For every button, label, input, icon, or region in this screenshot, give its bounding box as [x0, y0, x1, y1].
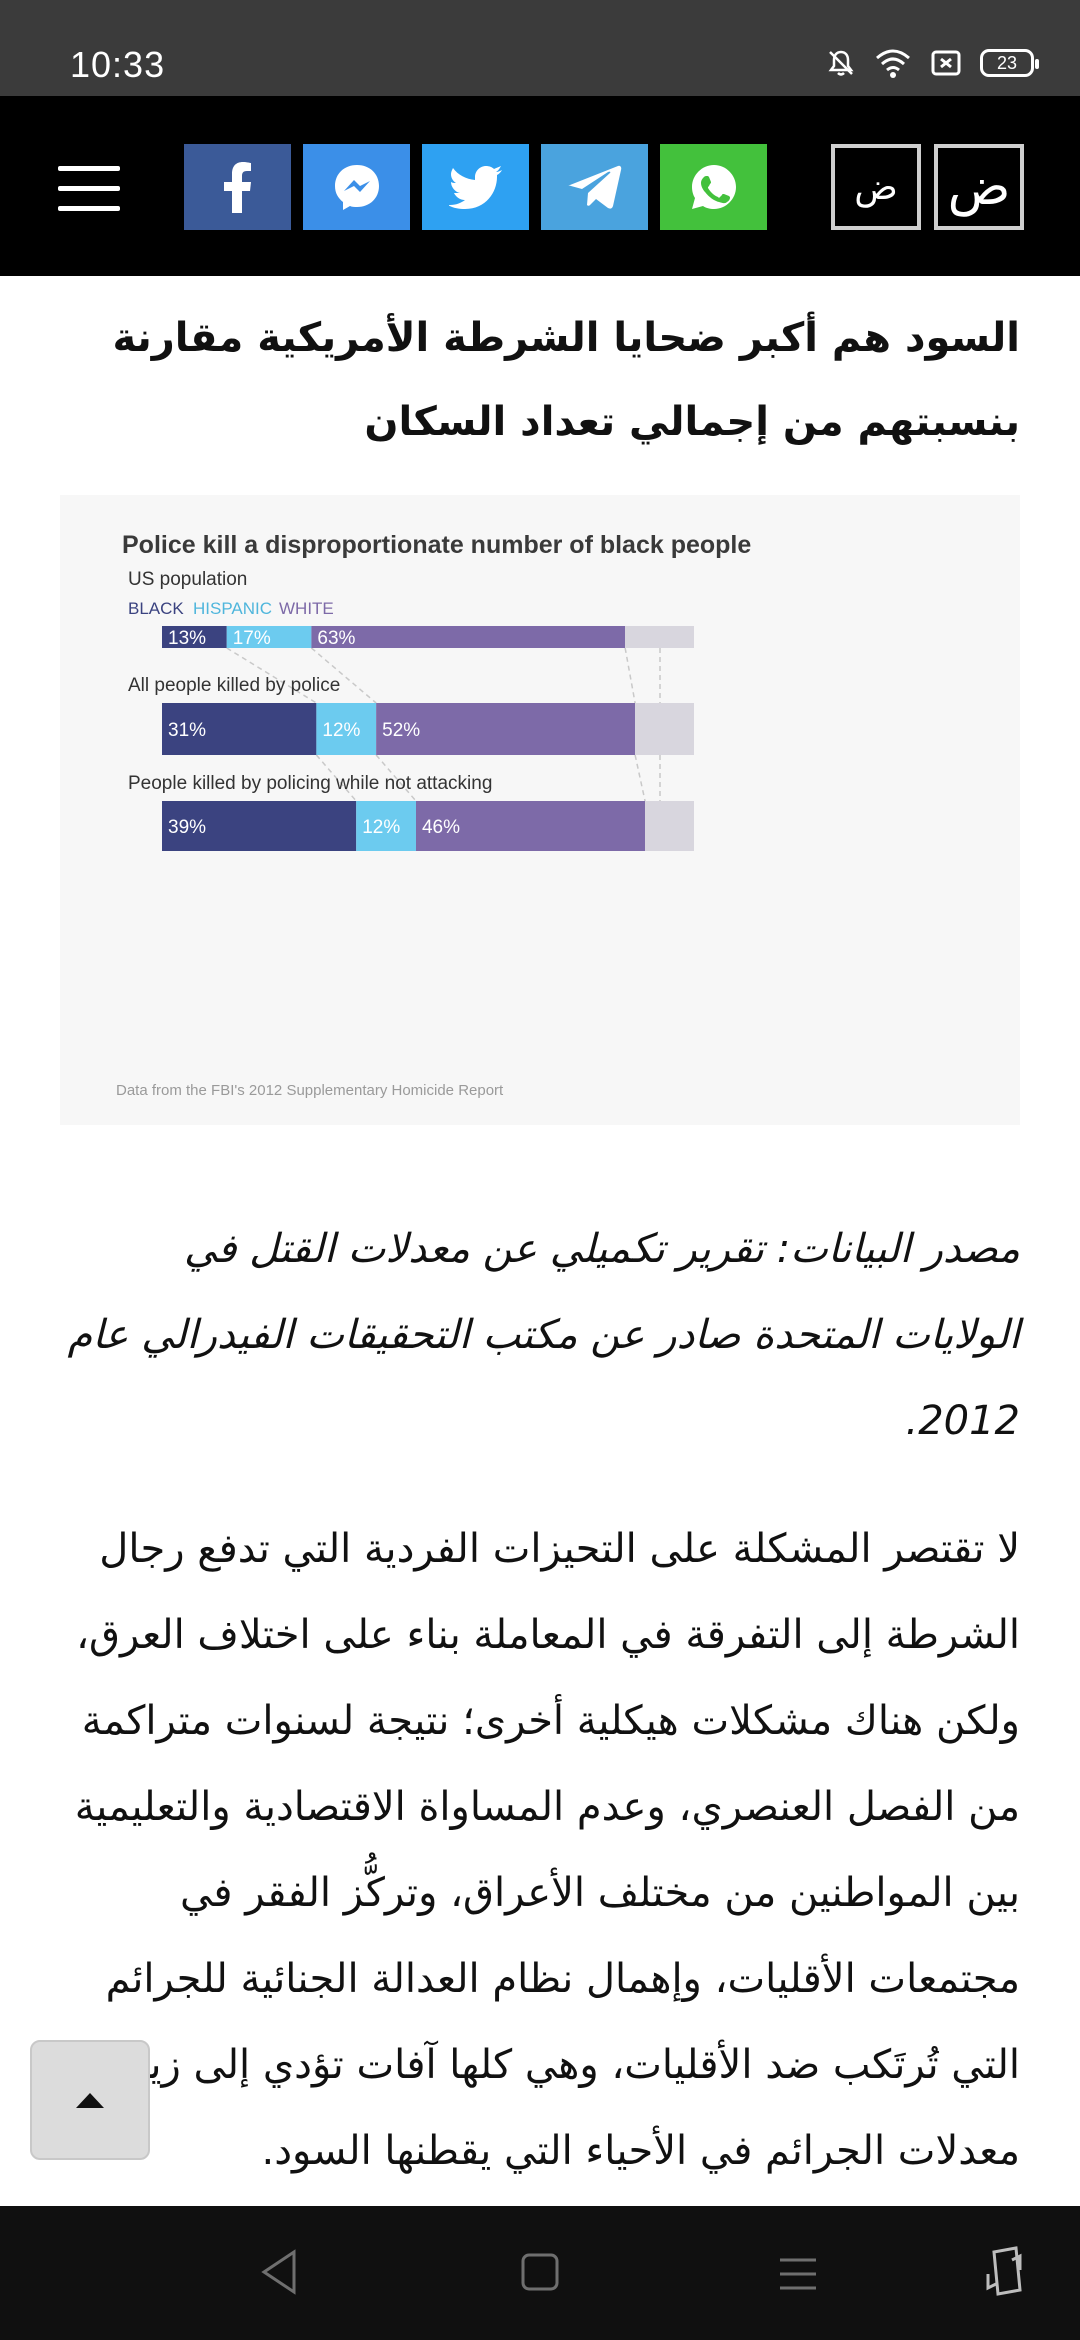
- messenger-icon: [334, 165, 379, 210]
- menu-button[interactable]: [58, 166, 122, 212]
- bar-hispanic: [226, 626, 312, 648]
- bar-value-label: 12%: [362, 817, 400, 838]
- bar-value-label: 13%: [168, 628, 206, 649]
- messenger-share-button[interactable]: [303, 144, 410, 230]
- bar-hispanic: [356, 801, 416, 851]
- home-nav-button[interactable]: [520, 2252, 560, 2296]
- bar-value-label: 31%: [168, 720, 206, 741]
- bar-white: [376, 703, 636, 755]
- chart-svg: Police kill a disproportionate number of…: [116, 531, 751, 1099]
- rotate-screen-button[interactable]: [984, 2244, 1024, 2304]
- wifi-icon: [874, 48, 912, 78]
- article-headline: السود هم أكبر ضحايا الشرطة الأمريكية مقا…: [112, 315, 1020, 445]
- status-icons: 23: [826, 48, 1039, 78]
- legend-white: WHITE: [279, 599, 334, 618]
- twitter-share-button[interactable]: [422, 144, 529, 230]
- whatsapp-icon: [691, 165, 736, 209]
- mute-notification-icon: [826, 48, 856, 78]
- legend-hispanic: HISPANIC: [193, 599, 272, 618]
- bar-value-label: 39%: [168, 817, 206, 838]
- connector-line: [634, 754, 646, 802]
- bar-other: [635, 703, 694, 755]
- twitter-icon: [448, 166, 502, 209]
- telegram-icon: [568, 165, 621, 209]
- bar-other: [625, 626, 694, 648]
- back-nav-button[interactable]: [258, 2248, 300, 2300]
- bar-value-label: 52%: [382, 720, 420, 741]
- status-bar: 10:33 23: [0, 0, 1080, 96]
- bar-black: [162, 801, 357, 851]
- group-label: US population: [128, 569, 247, 590]
- system-nav-bar: [0, 2206, 1080, 2340]
- whatsapp-share-button[interactable]: [660, 144, 767, 230]
- facebook-share-button[interactable]: [184, 144, 291, 230]
- group-label: All people killed by police: [128, 675, 340, 696]
- bar-black: [162, 626, 227, 648]
- bar-value-label: 63%: [317, 628, 355, 649]
- bar-value-label: 12%: [322, 720, 360, 741]
- battery-icon: 23: [980, 49, 1039, 77]
- rotate-icon: [986, 2246, 1022, 2296]
- bar-other: [645, 801, 694, 851]
- connector-line: [315, 754, 357, 802]
- menu-icon-line: [58, 206, 120, 211]
- recents-nav-button[interactable]: [778, 2256, 818, 2296]
- bar-value-label: 17%: [233, 628, 271, 649]
- group-label: People killed by policing while not atta…: [128, 773, 492, 794]
- menu-icon-line: [58, 186, 120, 191]
- font-size-small-button[interactable]: ض: [831, 144, 921, 230]
- article: السود هم أكبر ضحايا الشرطة الأمريكية مقا…: [60, 276, 1020, 464]
- telegram-share-button[interactable]: [541, 144, 648, 230]
- bar-white: [311, 626, 626, 648]
- sim-icon: [930, 48, 962, 78]
- status-time: 10:33: [70, 44, 166, 85]
- back-icon: [261, 2249, 296, 2295]
- menu-icon-line: [58, 166, 120, 171]
- bar-white: [415, 801, 646, 851]
- chart-title: Police kill a disproportionate number of…: [122, 531, 751, 559]
- chart-image: Police kill a disproportionate number of…: [60, 495, 1020, 1125]
- connector-line: [375, 754, 417, 802]
- chart-source-note: Data from the FBI's 2012 Supplementary H…: [116, 1082, 504, 1099]
- recents-icon: [780, 2258, 816, 2290]
- connector-line: [624, 647, 636, 704]
- font-size-large-button[interactable]: ض: [934, 144, 1024, 230]
- image-caption: مصدر البيانات: تقرير تكميلي عن معدلات ال…: [67, 1226, 1020, 1444]
- legend-black: BLACK: [128, 599, 184, 618]
- facebook-icon: [223, 162, 251, 213]
- arrow-up-icon: [76, 2093, 104, 2108]
- scroll-to-top-button[interactable]: [30, 2040, 150, 2160]
- article-body: لا تقتصر المشكلة على التحيزات الفردية ال…: [74, 1526, 1020, 2174]
- home-icon: [521, 2253, 559, 2291]
- battery-level: 23: [996, 52, 1018, 73]
- bar-hispanic: [316, 703, 377, 755]
- bar-value-label: 46%: [422, 817, 460, 838]
- top-toolbar: ض ض: [0, 96, 1080, 276]
- bar-black: [162, 703, 317, 755]
